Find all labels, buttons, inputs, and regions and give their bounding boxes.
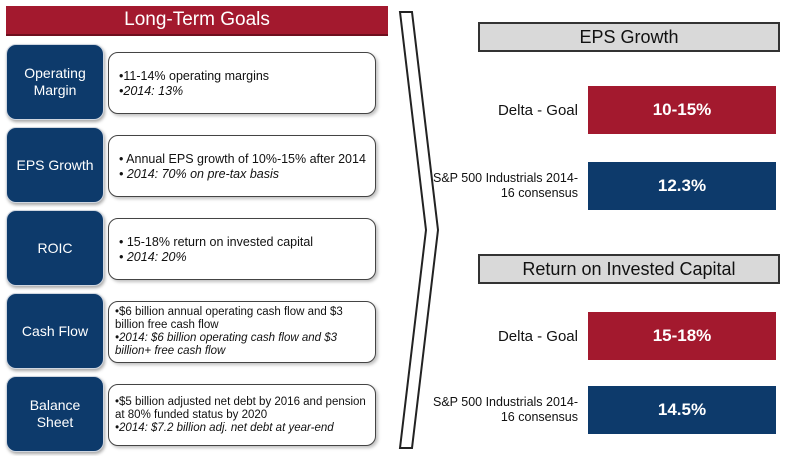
bar-row-delta-goal-roic: Delta - Goal 15-18% xyxy=(432,312,784,360)
bar-value-delta-goal-eps: 10-15% xyxy=(588,86,776,134)
bar-row-sp500-eps: S&P 500 Industrials 2014-16 consensus 12… xyxy=(432,162,784,210)
bar-label: Delta - Goal xyxy=(497,327,578,345)
bar-label: S&P 500 Industrials 2014-16 consensus xyxy=(432,395,578,424)
goal-detail-roic: • 15-18% return on invested capital • 20… xyxy=(108,218,376,280)
goal-detail-operating-margin: •11-14% operating margins •2014: 13% xyxy=(108,52,376,114)
section-title-eps-growth: EPS Growth xyxy=(478,22,780,52)
goal-label-roic: ROIC xyxy=(6,210,104,286)
bar-value-sp500-roic: 14.5% xyxy=(588,386,776,434)
goal-label-eps-growth: EPS Growth xyxy=(6,127,104,203)
goal-detail-line: •$5 billion adjusted net debt by 2016 an… xyxy=(115,395,366,421)
goal-row-eps-growth: EPS Growth • Annual EPS growth of 10%-15… xyxy=(6,127,376,203)
goal-detail-eps-growth: • Annual EPS growth of 10%-15% after 201… xyxy=(108,135,376,197)
goal-detail-balance-sheet: •$5 billion adjusted net debt by 2016 an… xyxy=(108,384,376,446)
bar-value-delta-goal-roic: 15-18% xyxy=(588,312,776,360)
goal-detail-line: • 15-18% return on invested capital xyxy=(119,235,314,249)
goal-row-operating-margin: Operating Margin •11-14% operating margi… xyxy=(6,44,376,120)
bar-value-sp500-eps: 12.3% xyxy=(588,162,776,210)
bar-label: Delta - Goal xyxy=(497,101,578,119)
goal-row-roic: ROIC • 15-18% return on invested capital… xyxy=(6,210,376,286)
goal-detail-line: • 2014: 20% xyxy=(119,250,187,264)
goal-detail-line: •11-14% operating margins xyxy=(119,69,270,83)
section-title-roic: Return on Invested Capital xyxy=(478,254,780,284)
goal-detail-line: • 2014: 70% on pre-tax basis xyxy=(119,167,280,181)
goal-detail-line: •2014: $7.2 billion adj. net debt at yea… xyxy=(115,421,334,434)
goal-label-cash-flow: Cash Flow xyxy=(6,293,104,369)
long-term-goals-header: Long-Term Goals xyxy=(6,6,388,36)
goal-detail-line: •2014: $6 billion operating cash flow an… xyxy=(115,332,338,357)
goal-detail-line: • Annual EPS growth of 10%-15% after 201… xyxy=(119,152,366,166)
goal-label-operating-margin: Operating Margin xyxy=(6,44,104,120)
goal-label-balance-sheet: Balance Sheet xyxy=(6,376,104,452)
bar-label: S&P 500 Industrials 2014-16 consensus xyxy=(432,171,578,200)
bar-row-sp500-roic: S&P 500 Industrials 2014-16 consensus 14… xyxy=(432,386,784,434)
goal-row-balance-sheet: Balance Sheet •$5 billion adjusted net d… xyxy=(6,376,376,452)
goal-row-cash-flow: Cash Flow •$6 billion annual operating c… xyxy=(6,293,376,369)
chevron-right-icon xyxy=(398,11,440,449)
goal-detail-line: •2014: 13% xyxy=(119,84,184,98)
bar-row-delta-goal-eps: Delta - Goal 10-15% xyxy=(432,86,784,134)
goal-detail-line: •$6 billion annual operating cash flow a… xyxy=(115,306,343,331)
goal-detail-cash-flow: •$6 billion annual operating cash flow a… xyxy=(108,301,376,363)
